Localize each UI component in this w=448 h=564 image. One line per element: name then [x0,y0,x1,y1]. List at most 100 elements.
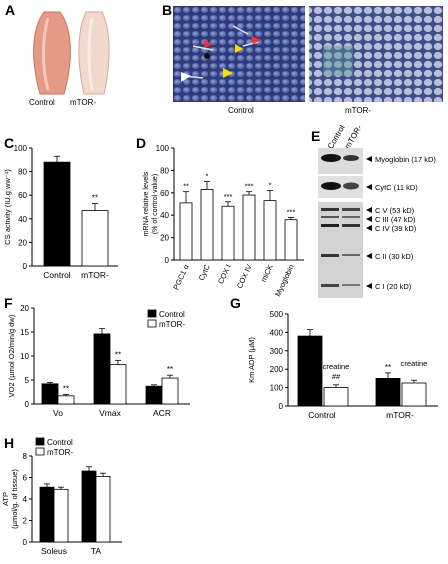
bar [242,194,256,261]
significance-label: *** [224,192,233,201]
band-label: C II (30 kD) [375,252,414,261]
y-tick-label: 80 [160,166,169,175]
y-tick-label: 0 [279,402,284,411]
significance-label: * [269,181,272,190]
bar [95,476,111,543]
y-axis-label: (% of control value) [152,174,159,234]
y-tick-label: 400 [270,328,284,337]
band-arrow [366,253,372,259]
panel-letter: G [230,295,241,311]
band-label: CytC (11 kD) [375,183,418,192]
x-tick-label: Control [43,270,71,280]
x-tick-label: COX IV [235,263,254,290]
legend-swatch [147,309,157,318]
panel-letter: D [136,136,146,151]
bar [263,200,277,261]
bar [93,333,111,405]
y-tick-label: 200 [270,365,284,374]
legend-label: mTOR- [159,320,185,329]
panel-letter: H [4,436,14,451]
y-tick-label: 60 [160,189,169,198]
x-tick-label: CytC [197,263,212,282]
photo-label-control: Control [29,98,55,107]
y-tick-label: 500 [270,310,284,319]
y-tick-label: 20 [18,238,27,247]
bar [297,335,323,407]
blot-band-labels: Myoglobin (17 kD) CytC (11 kD) C V (53 kD)… [366,155,436,291]
y-tick-label: 100 [270,384,284,393]
y-tick-label: 10 [20,352,29,361]
y-tick-label: 0 [25,400,30,409]
bar [284,219,298,261]
photo-label-mtor: mTOR- [70,98,97,107]
y-tick-label: 0 [23,262,28,271]
y-axis-label: VO2 (µmol O2/min/g dw) [7,314,16,397]
x-tick-label: PGC1 α [171,262,191,291]
significance-label: ** [183,182,189,191]
chart-h: H 0 2 4 6 8 ATP (µmol/g. of tissue) Soleus TA Cont… [1,436,122,556]
band-arrow [366,225,372,231]
x-tick-label: miCK [259,263,275,283]
x-tick-label: Vo [53,408,63,418]
legend-swatch [35,437,45,446]
y-tick-label: 2 [23,517,28,526]
histology-mtor [309,6,443,102]
bar [57,395,75,405]
x-tick-label: Myoglobin [273,263,296,298]
control-muscle [33,11,71,95]
y-tick-label: 0 [165,256,170,265]
y-axis-label: CS activity (IU.g ww⁻¹) [3,169,12,245]
y-tick-label: 100 [14,144,28,153]
chart-d: D 0 20 40 60 80 100 mRNA relative levels (% of c… [136,136,304,298]
band-label: C IV (39 kD) [375,224,417,233]
bar [39,486,55,543]
x-tick-label: TA [91,546,102,556]
bar [109,364,127,405]
bar [81,210,109,267]
histology-label-mtor: mTOR- [345,106,372,115]
significance-label: *** [287,207,296,216]
y-axis-label: ATP [1,492,10,506]
x-tick-label: mTOR- [386,410,414,420]
y-tick-label: 20 [20,304,29,313]
histology-label-control: Control [228,106,254,115]
significance-label: *** [245,182,254,191]
y-tick-label: 5 [25,376,30,385]
significance-label: ** [115,350,121,359]
band-arrow [366,207,372,213]
histology-images [173,6,443,102]
y-tick-label: 15 [20,328,29,337]
histology-control [173,6,305,102]
bar [53,488,69,543]
bar [200,189,214,261]
y-axis-label: mRNA relative levels [143,171,150,236]
x-tick-label: ACR [153,408,171,418]
x-tick-label: Vmax [99,408,121,418]
y-tick-label: 60 [18,191,27,200]
y-tick-label: 40 [160,211,169,220]
panel-letter: C [4,136,14,151]
band-label: Myoglobin (17 kD) [375,155,436,164]
band-arrow [366,156,372,162]
y-axis-label: (µmol/g. of tissue) [10,469,19,529]
bar [401,382,427,407]
band-arrow [366,283,372,289]
muscle-photo [22,8,132,96]
bar [43,161,71,267]
legend-swatch [35,447,45,456]
y-tick-label: 20 [160,234,169,243]
x-tick-label: COX I [216,263,233,285]
bar [179,202,193,261]
x-tick-label: mTOR- [81,270,109,280]
chart-c: C 0 20 40 60 80 100 CS activity (IU.g ww⁻¹) Cont… [3,136,118,280]
y-tick-label: 0 [23,538,28,547]
bar [161,377,179,405]
y-tick-label: 6 [23,474,28,483]
band-label: C V (53 kD) [375,206,415,215]
legend-label: Control [47,438,73,447]
bar [375,378,401,407]
y-tick-label: 4 [23,495,28,504]
y-tick-label: 80 [18,168,27,177]
panel-b-letter: B [162,2,173,18]
chart-g: G 0 100 200 300 400 500 Km ADP (µM) Control mTOR-… [230,295,438,420]
